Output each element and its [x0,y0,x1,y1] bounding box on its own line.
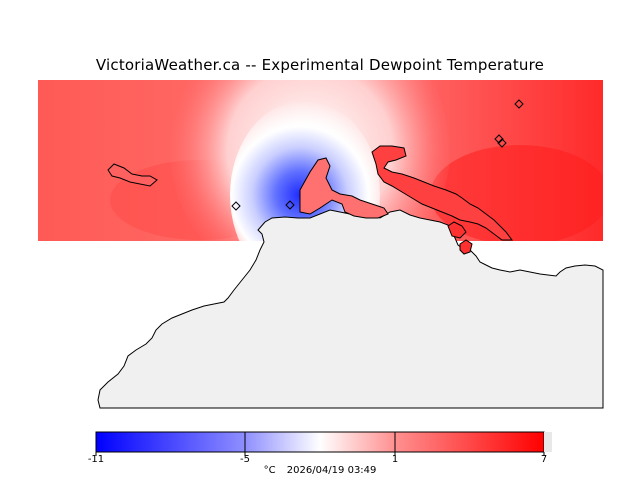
island-east-2 [459,239,473,255]
colorbar-tick-label: 7 [540,454,548,465]
map-title: VictoriaWeather.ca -- Experimental Dewpo… [95,56,545,74]
timestamp: 2026/04/19 03:49 [286,465,377,476]
station-markers [231,99,524,211]
station-center [285,200,295,210]
peninsula-northeast [371,145,513,241]
inlet-water [299,157,389,219]
station-northeast-1 [514,99,524,109]
island-east-1 [447,221,467,239]
unit-label: °C [263,465,276,476]
colorbar-tick-label: -5 [240,454,250,465]
colorbar-fill [95,431,545,453]
station-northeast-3 [497,138,507,148]
colorbar [95,431,552,456]
station-northeast-2 [494,134,504,144]
station-west [231,201,241,211]
island-west [107,163,158,187]
colorbar-tick-label: 1 [391,454,399,465]
colorbar-tick-label: -11 [87,454,105,465]
footer: °C 2026/04/19 03:49 [0,465,640,476]
